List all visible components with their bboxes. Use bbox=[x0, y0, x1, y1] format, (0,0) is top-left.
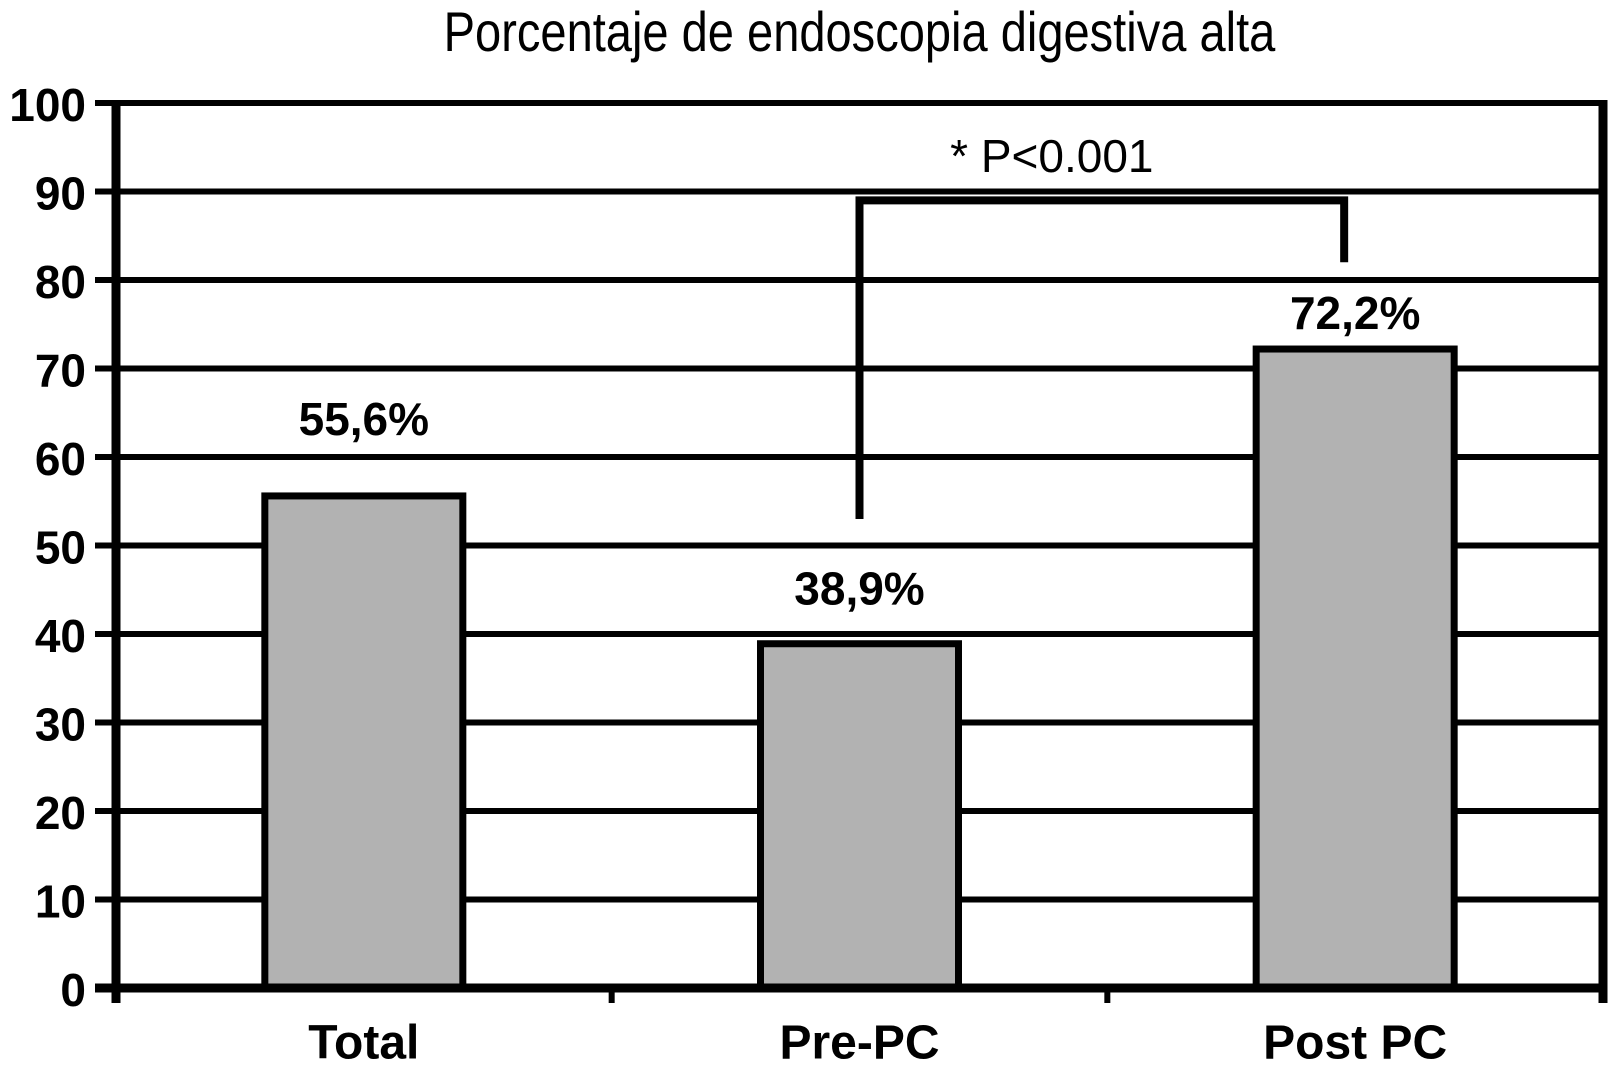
y-tick-label: 10 bbox=[35, 876, 86, 928]
bar-value-label: 72,2% bbox=[1290, 287, 1420, 339]
y-tick-label: 60 bbox=[35, 433, 86, 485]
x-category-label: Post PC bbox=[1263, 1017, 1447, 1070]
y-tick-label: 90 bbox=[35, 168, 86, 220]
bar-total bbox=[261, 492, 467, 992]
bar-value-label: 55,6% bbox=[299, 393, 429, 445]
p-value-label: * P<0.001 bbox=[950, 130, 1153, 182]
bar-value-label: 38,9% bbox=[794, 563, 924, 615]
y-tick-label: 70 bbox=[35, 345, 86, 397]
chart-title: Porcentaje de endoscopia digestiva alta bbox=[443, 0, 1276, 63]
y-tick-label: 100 bbox=[9, 79, 86, 131]
y-tick-label: 40 bbox=[35, 610, 86, 662]
y-tick-label: 30 bbox=[35, 699, 86, 751]
significance-bracket bbox=[855, 196, 1349, 519]
y-tick-label: 0 bbox=[60, 964, 86, 1016]
bar-post-pc bbox=[1252, 345, 1458, 992]
bar-pre-pc bbox=[757, 640, 962, 992]
y-tick-label: 20 bbox=[35, 787, 86, 839]
x-category-label: Pre-PC bbox=[779, 1017, 939, 1070]
x-category-label: Total bbox=[308, 1017, 419, 1070]
y-tick-label: 80 bbox=[35, 256, 86, 308]
y-tick-label: 50 bbox=[35, 522, 86, 574]
